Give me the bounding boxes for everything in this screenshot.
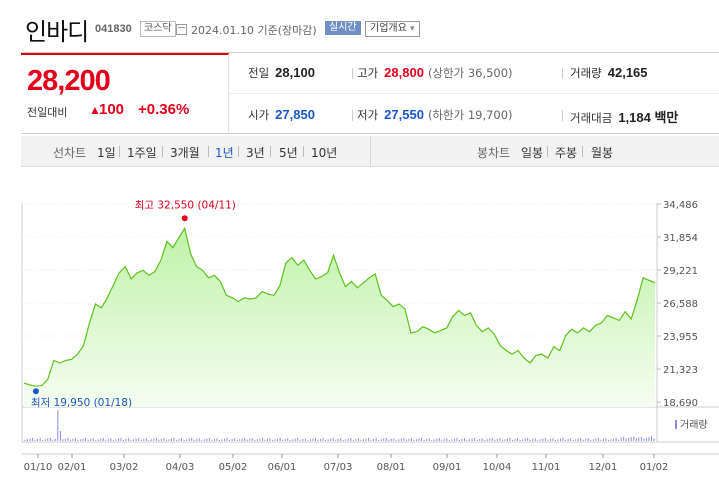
- up-triangle-icon: ▲: [89, 103, 101, 117]
- chevron-down-icon: ▾: [410, 24, 415, 34]
- x-tick-label: 03/02: [110, 462, 139, 473]
- volume-legend-label: 거래량: [680, 419, 708, 431]
- y-tick-label: 31,854: [663, 233, 698, 244]
- company-info-button[interactable]: 기업개요 ▾: [365, 21, 420, 37]
- divider: [352, 110, 353, 121]
- period-3m[interactable]: 3개월: [170, 146, 200, 160]
- x-tick-label: 12/01: [589, 462, 618, 473]
- stat-amount: 거래대금 1,184 백만: [570, 107, 678, 126]
- x-tick-label: 06/01: [268, 462, 297, 473]
- current-price: 28,200: [27, 65, 111, 97]
- calendar-icon: [176, 24, 187, 35]
- period-1d[interactable]: 1일: [97, 146, 116, 160]
- divider: [119, 146, 120, 157]
- period-bar: 선차트 1일 1주일 3개월 1년 3년 5년 10년 봉차트 일봉 주봉 월봉: [21, 136, 719, 167]
- stock-name: 인바디: [25, 18, 89, 46]
- y-tick-label: 34,486: [663, 200, 698, 211]
- divider: [303, 146, 304, 157]
- stat-value: 28,100: [275, 65, 315, 80]
- price-chart[interactable]: 34,486 31,854 29,221 26,588 23,955 21,323 18,6…: [0, 188, 719, 496]
- divider: [547, 146, 548, 157]
- candle-daily[interactable]: 일봉: [521, 146, 544, 160]
- line-chart-label: 선차트: [53, 146, 87, 160]
- min-marker: [32, 388, 39, 395]
- y-tick-label: 26,588: [663, 299, 698, 310]
- period-3y[interactable]: 3년: [246, 146, 265, 160]
- bar-divider: [370, 136, 371, 167]
- lower-limit: (하한가 19,700): [427, 108, 513, 122]
- change-percent: +0.36%: [138, 101, 190, 118]
- period-10y[interactable]: 10년: [311, 146, 338, 160]
- stat-value: 42,165: [607, 65, 648, 80]
- stat-label: 거래량: [570, 66, 602, 80]
- market-badge: 코스닥: [140, 21, 176, 37]
- period-5y[interactable]: 5년: [279, 146, 298, 160]
- max-annotation: 최고 32,550 (04/11): [135, 199, 236, 211]
- divider: [562, 110, 563, 121]
- x-tick-label: 02/01: [58, 462, 87, 473]
- row-divider: [229, 93, 719, 94]
- divider: [270, 146, 271, 157]
- x-tick-label: 11/01: [532, 462, 561, 473]
- divider: [162, 146, 163, 157]
- stat-label: 전일: [248, 66, 270, 80]
- stat-prev-close: 전일 28,100: [248, 65, 315, 81]
- x-tick-label: 08/01: [377, 462, 406, 473]
- stat-value: 1,184 백만: [618, 110, 679, 125]
- stat-volume: 거래량 42,165: [570, 65, 648, 81]
- divider: [238, 146, 239, 157]
- realtime-button[interactable]: 실시간: [325, 21, 361, 35]
- y-tick-label: 18,690: [663, 398, 698, 409]
- candle-weekly[interactable]: 주봉: [555, 146, 578, 160]
- period-1y[interactable]: 1년: [215, 146, 234, 160]
- stat-value: 27,550: [384, 107, 424, 122]
- x-tick-label: 09/01: [433, 462, 462, 473]
- price-line: [23, 226, 656, 387]
- stat-low: 저가 27,550 (하한가 19,700): [357, 107, 513, 123]
- x-tick-label: 07/03: [324, 462, 353, 473]
- price-area-fill: [24, 228, 655, 407]
- change-value: 100: [99, 101, 125, 118]
- change-label: 전일대비: [27, 106, 68, 119]
- divider: [352, 68, 353, 79]
- stat-label: 거래대금: [570, 111, 613, 125]
- quote-box: 28,200 전일대비 ▲ 100 +0.36% 전일 28,100 고가 28,8…: [21, 52, 719, 134]
- x-tick-label: 01/10: [24, 462, 53, 473]
- divider: [562, 68, 563, 79]
- y-tick-label: 23,955: [663, 332, 698, 343]
- stat-label: 고가: [357, 66, 379, 80]
- y-tick-label: 21,323: [663, 365, 698, 376]
- quote-date: 2024.01.10 기준(장마감): [191, 24, 317, 37]
- divider: [208, 146, 209, 157]
- x-tick-label: 04/03: [166, 462, 195, 473]
- stat-value: 27,850: [275, 107, 315, 122]
- x-tick-label: 10/04: [483, 462, 512, 473]
- y-tick-label: 29,221: [663, 266, 698, 277]
- title-row: 인바디 041830 코스닥 2024.01.10 기준(장마감) 실시간 기업…: [0, 0, 719, 46]
- price-area: 28,200 전일대비 ▲ 100 +0.36%: [21, 53, 229, 133]
- stat-value: 28,800: [384, 65, 424, 80]
- company-info-label: 기업개요: [370, 23, 407, 34]
- candle-chart-label: 봉차트: [477, 146, 511, 160]
- divider: [582, 146, 583, 157]
- max-marker: [181, 215, 188, 222]
- period-1w[interactable]: 1주일: [127, 146, 157, 160]
- x-tick-label: 05/02: [219, 462, 248, 473]
- stat-label: 시가: [248, 108, 270, 122]
- x-tick-label: 01/02: [640, 462, 669, 473]
- stat-label: 저가: [357, 108, 379, 122]
- stock-code: 041830: [95, 23, 132, 35]
- upper-limit: (상한가 36,500): [427, 66, 513, 80]
- volume-legend-swatch: [675, 420, 677, 429]
- stat-open: 시가 27,850: [248, 107, 315, 123]
- stat-high: 고가 28,800 (상한가 36,500): [357, 65, 513, 81]
- candle-monthly[interactable]: 월봉: [591, 146, 614, 160]
- min-annotation: 최저 19,950 (01/18): [31, 397, 132, 409]
